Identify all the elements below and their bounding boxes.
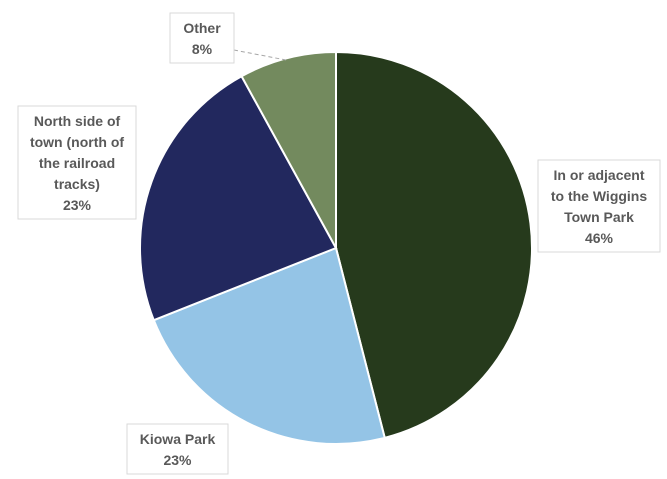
pie-slices [139, 50, 533, 445]
callout-box [126, 423, 229, 475]
slice-category-label: the railroad [39, 155, 115, 171]
slice-category-label: Other [183, 20, 221, 36]
slice-value-label: 23% [163, 452, 192, 468]
slice-value-label: 23% [63, 197, 92, 213]
slice-callout: Other 8% [169, 12, 287, 64]
slice-callout: North side of town (north of the railroad t… [17, 105, 137, 220]
pie-slice [152, 246, 386, 445]
pie-slice [335, 50, 533, 440]
slice-category-label: to the Wiggins [551, 188, 648, 204]
slice-callout: Kiowa Park 23% [126, 423, 229, 475]
slice-category-label: Kiowa Park [140, 431, 216, 447]
slice-value-label: 46% [585, 230, 614, 246]
slice-value-label: 8% [192, 41, 213, 57]
pie-slice [240, 50, 337, 249]
callout-box [537, 159, 661, 253]
slice-callout: In or adjacent to the Wiggins Town Park 46% [537, 159, 661, 253]
slice-category-label: town (north of [30, 134, 124, 150]
callout-box [169, 12, 235, 64]
slice-category-label: Town Park [564, 209, 634, 225]
slice-category-label: North side of [34, 113, 121, 129]
slice-category-label: In or adjacent [553, 167, 644, 183]
callout-leader-line [233, 49, 287, 61]
pie-slice [139, 74, 338, 322]
pie-callouts: In or adjacent to the Wiggins Town Park 46%… [17, 12, 661, 475]
slice-category-label: tracks) [54, 176, 100, 192]
callout-box [17, 105, 137, 220]
